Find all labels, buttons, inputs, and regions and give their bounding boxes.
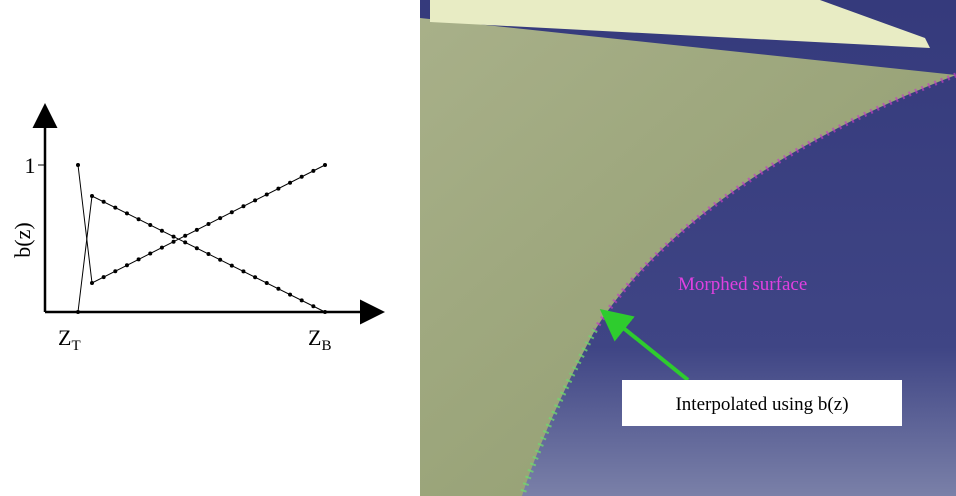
curve-dot [300,298,304,302]
curve-dot [323,310,327,314]
label-main: Z [308,325,321,350]
render: Morphed surface Interpolated using b(z) [420,0,956,496]
curve-dot [183,234,187,238]
b-plot: 1 b(z) ZT ZB [10,108,380,354]
curve-dot [90,194,94,198]
curve-dot [288,293,292,297]
curve-dot [125,211,129,215]
curve-dot [218,216,222,220]
curve-dot [148,223,152,227]
curve-dot [137,257,141,261]
curve-dot [230,210,234,214]
curve-dot [218,258,222,262]
curve-dot [137,217,141,221]
curve-dot [207,222,211,226]
curve-dot [230,264,234,268]
curve-dot [76,310,80,314]
label-main: Z [58,325,71,350]
curve-dot [241,269,245,273]
y-tick-label: 1 [25,153,36,178]
curve-dot [276,187,280,191]
curve-dot [253,198,257,202]
callout-text: Interpolated using b(z) [675,394,848,415]
curve-dot [241,204,245,208]
y-axis-label: b(z) [10,222,35,257]
curve-dot [276,287,280,291]
curve-falling [78,196,325,312]
label-sub: B [321,338,331,354]
curve-dot [253,275,257,279]
curve-dot [172,235,176,239]
curve-dot [311,304,315,308]
curve-dot [102,275,106,279]
curve-dot [207,252,211,256]
curve-dot [160,246,164,250]
curve-dot [160,229,164,233]
curve-dot [195,228,199,232]
curve-dot [311,169,315,173]
curve-dot [265,193,269,197]
curve-dot [102,200,106,204]
surface-label: Morphed surface [678,274,807,295]
curve-dot [90,281,94,285]
curve-dot [76,163,80,167]
x-end-label: ZB [308,325,331,354]
curve-dot [265,281,269,285]
curve-dot [288,181,292,185]
curve-dot [113,269,117,273]
x-start-label: ZT [58,325,81,354]
curve-dot [125,263,129,267]
curve-dot [113,206,117,210]
curve-dot [195,246,199,250]
curve-dot [172,240,176,244]
curve-dot [148,252,152,256]
curve-rising [78,165,325,283]
label-sub: T [71,338,80,354]
curve-dot [323,163,327,167]
figure: 1 b(z) ZT ZB Morphed surface Interpolate… [0,0,956,496]
curve-points [76,163,327,314]
curve-dot [183,240,187,244]
curve-dot [300,175,304,179]
